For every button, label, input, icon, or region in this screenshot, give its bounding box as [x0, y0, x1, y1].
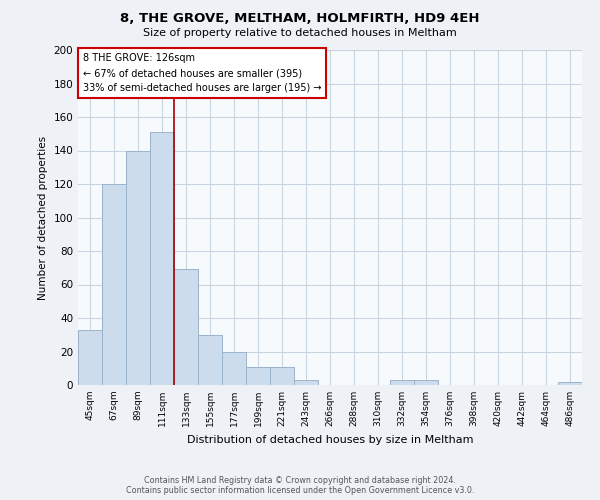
Text: Contains HM Land Registry data © Crown copyright and database right 2024.
Contai: Contains HM Land Registry data © Crown c…	[126, 476, 474, 495]
Bar	[198, 335, 222, 385]
Text: Size of property relative to detached houses in Meltham: Size of property relative to detached ho…	[143, 28, 457, 38]
Bar	[558, 382, 582, 385]
Bar	[390, 380, 414, 385]
Bar	[78, 330, 102, 385]
Text: 8 THE GROVE: 126sqm
← 67% of detached houses are smaller (395)
33% of semi-detac: 8 THE GROVE: 126sqm ← 67% of detached ho…	[83, 54, 322, 93]
Bar	[270, 366, 294, 385]
X-axis label: Distribution of detached houses by size in Meltham: Distribution of detached houses by size …	[187, 434, 473, 444]
Bar	[246, 366, 270, 385]
Bar	[222, 352, 246, 385]
Bar	[150, 132, 174, 385]
Text: 8, THE GROVE, MELTHAM, HOLMFIRTH, HD9 4EH: 8, THE GROVE, MELTHAM, HOLMFIRTH, HD9 4E…	[120, 12, 480, 26]
Bar	[294, 380, 318, 385]
Bar	[126, 150, 150, 385]
Y-axis label: Number of detached properties: Number of detached properties	[38, 136, 48, 300]
Bar	[174, 270, 198, 385]
Bar	[414, 380, 438, 385]
Bar	[102, 184, 126, 385]
